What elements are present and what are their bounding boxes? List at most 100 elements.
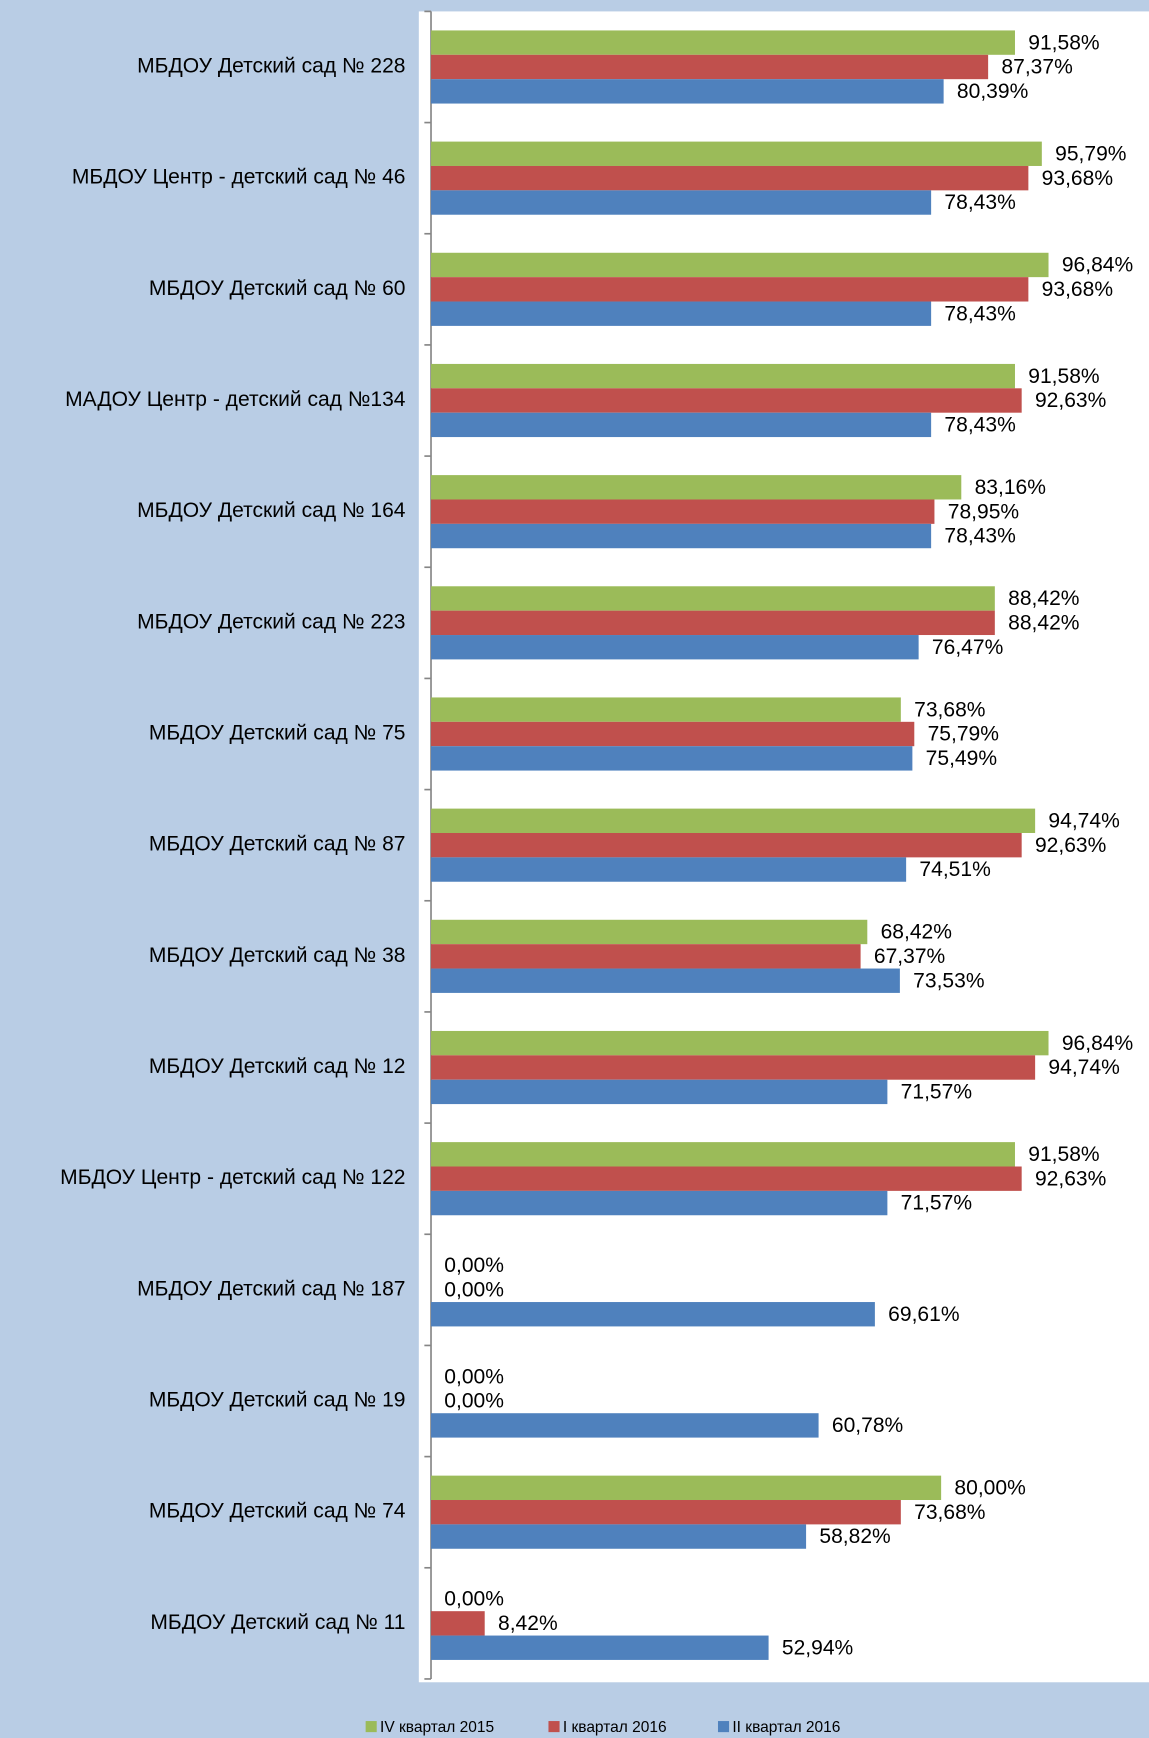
value-label: 92,63% bbox=[1035, 1167, 1106, 1190]
value-label: 73,68% bbox=[914, 698, 985, 721]
bar bbox=[431, 388, 1022, 413]
value-label: 92,63% bbox=[1035, 389, 1106, 412]
value-label: 78,43% bbox=[944, 191, 1015, 214]
bar bbox=[431, 857, 907, 882]
value-label: 0,00% bbox=[444, 1588, 504, 1611]
bar bbox=[431, 1500, 901, 1525]
value-label: 80,00% bbox=[954, 1476, 1025, 1499]
bar bbox=[431, 1611, 485, 1636]
value-label: 94,74% bbox=[1048, 809, 1119, 832]
value-label: 75,79% bbox=[928, 723, 999, 746]
bar bbox=[431, 808, 1036, 833]
value-label: 58,82% bbox=[819, 1525, 890, 1548]
value-label: 93,68% bbox=[1042, 278, 1113, 301]
category-label: МБДОУ Детский сад № 11 bbox=[150, 1611, 405, 1634]
value-label: 71,57% bbox=[901, 1081, 972, 1104]
value-label: 73,68% bbox=[914, 1501, 985, 1524]
bar bbox=[431, 141, 1042, 166]
value-label: 69,61% bbox=[888, 1303, 959, 1326]
value-label: 60,78% bbox=[832, 1414, 903, 1437]
legend-label: IV квартал 2015 bbox=[380, 1719, 494, 1736]
value-label: 0,00% bbox=[444, 1254, 504, 1277]
value-label: 78,43% bbox=[944, 525, 1015, 548]
value-label: 88,42% bbox=[1008, 587, 1079, 610]
bar bbox=[431, 1055, 1036, 1080]
bar bbox=[431, 54, 989, 80]
value-label: 75,49% bbox=[926, 747, 997, 770]
bar bbox=[431, 1079, 888, 1105]
bar bbox=[431, 832, 1022, 858]
value-label: 68,42% bbox=[881, 921, 952, 944]
category-label: МБДОУ Детский сад № 38 bbox=[149, 944, 406, 967]
category-label: МБДОУ Детский сад № 75 bbox=[149, 722, 406, 745]
bar bbox=[431, 30, 1015, 55]
category-label: МБДОУ Детский сад № 164 bbox=[137, 499, 406, 522]
bar bbox=[431, 746, 913, 771]
category-label: МБДОУ Детский сад № 19 bbox=[149, 1389, 406, 1412]
value-label: 67,37% bbox=[874, 945, 945, 968]
bar bbox=[431, 1635, 769, 1660]
bar bbox=[431, 1524, 807, 1549]
bar bbox=[431, 475, 962, 500]
value-label: 0,00% bbox=[444, 1279, 504, 1302]
category-label: МАДОУ Центр - детский сад №134 bbox=[65, 388, 406, 411]
bar bbox=[431, 919, 868, 945]
value-label: 83,16% bbox=[975, 476, 1046, 499]
bar bbox=[431, 363, 1015, 389]
value-label: 91,58% bbox=[1028, 365, 1099, 388]
value-label: 71,57% bbox=[901, 1192, 972, 1215]
value-label: 91,58% bbox=[1028, 31, 1099, 54]
category-label: МБДОУ Детский сад № 74 bbox=[149, 1500, 406, 1523]
bar bbox=[431, 944, 861, 969]
category-label: МБДОУ Детский сад № 87 bbox=[149, 833, 406, 856]
category-label: МБДОУ Детский сад № 187 bbox=[137, 1277, 405, 1300]
value-label: 80,39% bbox=[957, 80, 1028, 103]
bar bbox=[431, 252, 1049, 278]
category-label: МБДОУ Детский сад № 12 bbox=[149, 1055, 406, 1078]
value-label: 8,42% bbox=[498, 1612, 558, 1635]
category-label: МБДОУ Детский сад № 223 bbox=[137, 610, 405, 633]
value-label: 73,53% bbox=[913, 969, 984, 992]
bar bbox=[431, 277, 1029, 302]
value-label: 96,84% bbox=[1062, 1032, 1133, 1055]
bar bbox=[431, 610, 995, 636]
bar bbox=[431, 1030, 1049, 1056]
category-label: МБДОУ Детский сад № 60 bbox=[149, 277, 406, 300]
value-label: 78,95% bbox=[948, 500, 1019, 523]
bar bbox=[431, 301, 932, 326]
bar bbox=[431, 523, 932, 549]
bar bbox=[431, 968, 900, 993]
value-label: 78,43% bbox=[944, 302, 1015, 325]
value-label: 78,43% bbox=[944, 414, 1015, 437]
bar bbox=[431, 1413, 819, 1438]
value-label: 0,00% bbox=[444, 1365, 504, 1388]
legend-swatch bbox=[548, 1721, 560, 1733]
bar bbox=[431, 412, 932, 438]
legend-swatch bbox=[717, 1721, 730, 1733]
value-label: 95,79% bbox=[1055, 142, 1126, 165]
value-label: 52,94% bbox=[782, 1636, 853, 1659]
bar bbox=[431, 721, 915, 747]
value-label: 88,42% bbox=[1008, 612, 1079, 635]
category-label: МБДОУ Центр - детский сад № 122 bbox=[60, 1166, 405, 1189]
value-label: 96,84% bbox=[1062, 254, 1133, 277]
bar bbox=[431, 79, 944, 104]
bar bbox=[431, 190, 932, 215]
bar bbox=[431, 499, 935, 524]
bar bbox=[431, 635, 919, 660]
value-label: 76,47% bbox=[932, 636, 1003, 659]
value-label: 93,68% bbox=[1042, 167, 1113, 190]
value-label: 94,74% bbox=[1048, 1056, 1119, 1079]
bar bbox=[431, 1475, 942, 1501]
legend-swatch bbox=[365, 1721, 377, 1733]
bar bbox=[431, 165, 1029, 191]
value-label: 91,58% bbox=[1028, 1143, 1099, 1166]
category-label: МБДОУ Центр - детский сад № 46 bbox=[72, 166, 406, 189]
bar bbox=[431, 697, 901, 722]
value-label: 74,51% bbox=[919, 858, 990, 881]
bar bbox=[431, 586, 995, 611]
bar bbox=[431, 1302, 875, 1327]
value-label: 87,37% bbox=[1001, 56, 1072, 79]
